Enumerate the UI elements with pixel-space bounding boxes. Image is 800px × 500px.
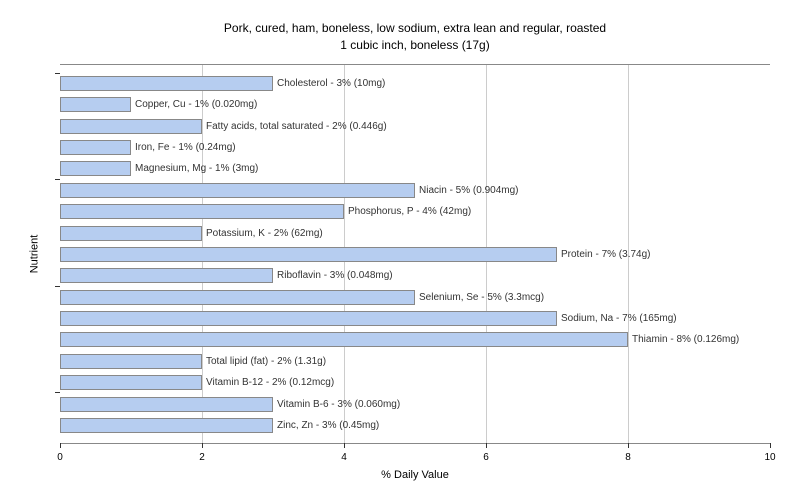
nutrient-bar-label: Niacin - 5% (0.904mg) <box>419 185 518 196</box>
x-tick <box>486 443 487 448</box>
nutrient-bar-label: Selenium, Se - 5% (3.3mcg) <box>419 292 544 303</box>
plot-area: Nutrient % Daily Value 0246810 Cholester… <box>60 64 770 444</box>
nutrient-bar <box>60 397 273 412</box>
bar-row: Copper, Cu - 1% (0.020mg) <box>60 94 770 115</box>
bar-row: Thiamin - 8% (0.126mg) <box>60 329 770 350</box>
nutrient-bar <box>60 375 202 390</box>
nutrient-bar-label: Fatty acids, total saturated - 2% (0.446… <box>206 121 387 132</box>
nutrient-bar <box>60 332 628 347</box>
nutrient-bar <box>60 183 415 198</box>
bar-row: Phosphorus, P - 4% (42mg) <box>60 201 770 222</box>
x-tick-label: 8 <box>625 452 631 463</box>
nutrient-bar <box>60 97 131 112</box>
nutrient-bar-label: Riboflavin - 3% (0.048mg) <box>277 270 393 281</box>
nutrient-bar-label: Thiamin - 8% (0.126mg) <box>632 334 739 345</box>
nutrient-bar <box>60 140 131 155</box>
nutrient-bar <box>60 161 131 176</box>
nutrient-bar <box>60 226 202 241</box>
chart-title: Pork, cured, ham, boneless, low sodium, … <box>60 20 770 54</box>
x-tick <box>770 443 771 448</box>
x-tick-label: 2 <box>199 452 205 463</box>
bar-row: Vitamin B-6 - 3% (0.060mg) <box>60 393 770 414</box>
nutrient-bar-label: Sodium, Na - 7% (165mg) <box>561 313 677 324</box>
bar-row: Niacin - 5% (0.904mg) <box>60 180 770 201</box>
y-axis-label: Nutrient <box>28 234 40 273</box>
nutrient-bar-label: Zinc, Zn - 3% (0.45mg) <box>277 420 379 431</box>
nutrient-bar <box>60 76 273 91</box>
nutrient-chart: Pork, cured, ham, boneless, low sodium, … <box>0 0 800 500</box>
bar-row: Riboflavin - 3% (0.048mg) <box>60 265 770 286</box>
nutrient-bar <box>60 247 557 262</box>
nutrient-bar-label: Vitamin B-6 - 3% (0.060mg) <box>277 399 400 410</box>
nutrient-bar-label: Potassium, K - 2% (62mg) <box>206 228 323 239</box>
title-line-2: 1 cubic inch, boneless (17g) <box>60 37 770 54</box>
nutrient-bar-label: Protein - 7% (3.74g) <box>561 249 651 260</box>
nutrient-bar <box>60 311 557 326</box>
bar-row: Selenium, Se - 5% (3.3mcg) <box>60 287 770 308</box>
bars-container: Cholesterol - 3% (10mg) Copper, Cu - 1% (… <box>60 65 770 443</box>
bar-row: Potassium, K - 2% (62mg) <box>60 222 770 243</box>
nutrient-bar <box>60 268 273 283</box>
bar-row: Vitamin B-12 - 2% (0.12mcg) <box>60 372 770 393</box>
nutrient-bar-label: Vitamin B-12 - 2% (0.12mcg) <box>206 377 334 388</box>
nutrient-bar-label: Magnesium, Mg - 1% (3mg) <box>135 163 258 174</box>
nutrient-bar-label: Total lipid (fat) - 2% (1.31g) <box>206 356 326 367</box>
nutrient-bar-label: Phosphorus, P - 4% (42mg) <box>348 206 471 217</box>
bar-row: Fatty acids, total saturated - 2% (0.446… <box>60 115 770 136</box>
x-tick-label: 6 <box>483 452 489 463</box>
x-tick <box>60 443 61 448</box>
nutrient-bar <box>60 290 415 305</box>
x-axis-label: % Daily Value <box>381 469 449 481</box>
bar-row: Zinc, Zn - 3% (0.45mg) <box>60 415 770 436</box>
bar-row: Iron, Fe - 1% (0.24mg) <box>60 137 770 158</box>
x-tick <box>202 443 203 448</box>
nutrient-bar <box>60 119 202 134</box>
nutrient-bar-label: Cholesterol - 3% (10mg) <box>277 78 385 89</box>
x-tick <box>344 443 345 448</box>
nutrient-bar <box>60 354 202 369</box>
nutrient-bar-label: Copper, Cu - 1% (0.020mg) <box>135 99 257 110</box>
nutrient-bar <box>60 204 344 219</box>
x-tick-label: 4 <box>341 452 347 463</box>
x-tick-label: 10 <box>764 452 775 463</box>
bar-row: Magnesium, Mg - 1% (3mg) <box>60 158 770 179</box>
bar-row: Total lipid (fat) - 2% (1.31g) <box>60 351 770 372</box>
bar-row: Protein - 7% (3.74g) <box>60 244 770 265</box>
title-line-1: Pork, cured, ham, boneless, low sodium, … <box>60 20 770 37</box>
x-tick-label: 0 <box>57 452 63 463</box>
x-tick <box>628 443 629 448</box>
nutrient-bar-label: Iron, Fe - 1% (0.24mg) <box>135 142 236 153</box>
bar-row: Cholesterol - 3% (10mg) <box>60 73 770 94</box>
bar-row: Sodium, Na - 7% (165mg) <box>60 308 770 329</box>
nutrient-bar <box>60 418 273 433</box>
